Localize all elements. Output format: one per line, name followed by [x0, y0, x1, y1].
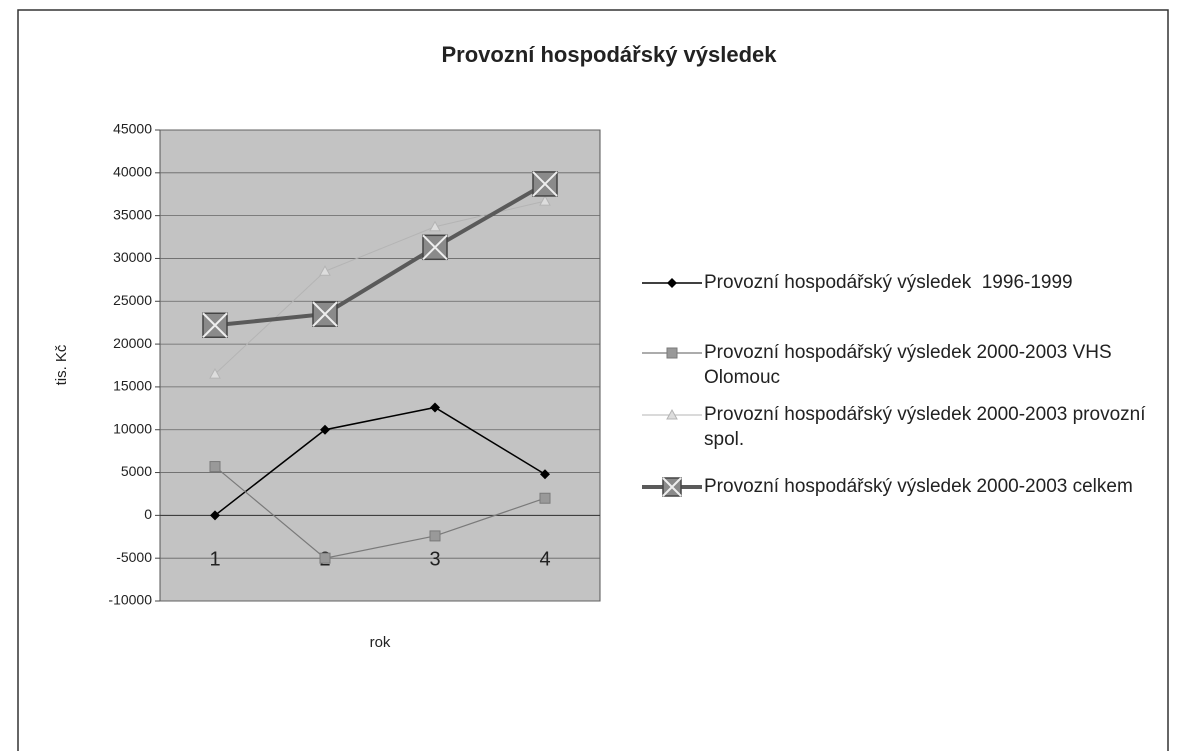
y-tick-label: 35000	[113, 206, 152, 222]
series-line	[214, 182, 546, 328]
marker	[430, 402, 440, 413]
plot-area	[159, 129, 601, 602]
y-tick-label: 30000	[113, 249, 152, 265]
marker	[312, 301, 338, 327]
marker	[209, 368, 221, 379]
marker	[540, 469, 550, 480]
marker-cross	[662, 477, 682, 497]
y-axis-title: tis. Kč	[53, 344, 70, 385]
marker	[210, 510, 220, 521]
marker	[539, 195, 551, 206]
legend-swatch	[642, 347, 702, 359]
y-tick-label: 20000	[113, 335, 152, 351]
x-axis-title: rok	[370, 634, 391, 651]
marker	[429, 530, 441, 542]
y-tick-label: 25000	[113, 292, 152, 308]
marker	[662, 477, 682, 497]
legend-label: Provozní hospodářský výsledek 2000-2003 …	[704, 404, 1151, 450]
legend-item: Provozní hospodářský výsledek 2000-2003 …	[640, 474, 1156, 500]
y-tick-label: 5000	[121, 463, 152, 479]
y-tick-label: 40000	[113, 164, 152, 180]
legend-label: Provozní hospodářský výsledek 2000-2003 …	[704, 342, 1117, 388]
y-tick-label: -10000	[108, 592, 152, 608]
marker	[202, 312, 228, 339]
legend-item: Provozní hospodářský výsledek 1996-1999	[640, 270, 1156, 296]
marker	[667, 278, 677, 288]
marker	[532, 171, 558, 197]
marker	[539, 492, 551, 504]
marker-cross	[532, 171, 558, 197]
marker	[319, 552, 331, 564]
legend-label: Provozní hospodářský výsledek 1996-1999	[704, 272, 1073, 293]
x-tick-label: 1	[209, 548, 220, 570]
marker	[666, 347, 678, 359]
legend-label: Provozní hospodářský výsledek 2000-2003 …	[704, 476, 1133, 497]
chart-title: Provozní hospodářský výsledek	[441, 42, 777, 67]
marker	[422, 234, 448, 261]
legend-item: Provozní hospodářský výsledek 2000-2003 …	[640, 402, 1156, 452]
x-tick-label: 3	[429, 548, 440, 570]
marker-cross	[312, 301, 338, 327]
marker	[209, 461, 221, 473]
y-tick-label: 0	[144, 506, 152, 522]
legend-swatch	[642, 477, 702, 497]
legend-swatch	[642, 278, 702, 288]
legend-swatch	[642, 408, 702, 420]
y-tick-label: 10000	[113, 420, 152, 436]
y-tick-label: -5000	[116, 549, 152, 565]
marker-cross	[202, 312, 228, 338]
y-tick-label: 45000	[113, 121, 152, 137]
marker	[666, 408, 678, 420]
marker	[429, 220, 441, 232]
legend-item: Provozní hospodářský výsledek 2000-2003 …	[640, 340, 1156, 390]
series-line	[214, 466, 546, 559]
marker	[320, 424, 330, 435]
marker	[319, 265, 331, 276]
series-line	[214, 406, 546, 516]
x-tick-label: 4	[539, 548, 550, 570]
marker-cross	[422, 234, 448, 261]
y-tick-label: 15000	[113, 378, 152, 394]
